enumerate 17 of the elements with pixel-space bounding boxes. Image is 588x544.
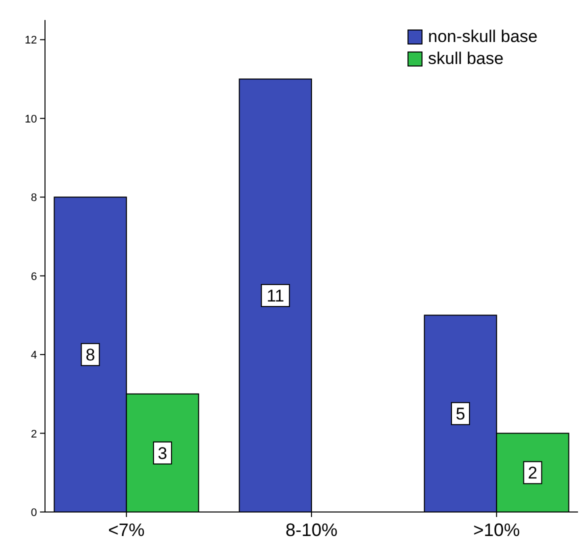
data-label: 8 bbox=[86, 346, 96, 365]
data-label: 2 bbox=[528, 464, 538, 483]
y-tick-label: 6 bbox=[30, 270, 37, 283]
y-tick-label: 12 bbox=[24, 34, 37, 47]
data-label: 3 bbox=[158, 444, 168, 463]
legend-label: non-skull base bbox=[428, 27, 538, 46]
legend-label: skull base bbox=[428, 49, 504, 68]
y-tick-label: 0 bbox=[30, 507, 37, 519]
y-tick-label: 4 bbox=[30, 350, 37, 362]
y-tick-label: 10 bbox=[24, 113, 37, 126]
data-label: 5 bbox=[456, 404, 466, 424]
x-tick-label: 8-10% bbox=[285, 520, 338, 540]
x-tick-label: >10% bbox=[473, 520, 520, 540]
data-label: 11 bbox=[266, 286, 284, 306]
x-tick-label: <7% bbox=[108, 520, 145, 540]
y-tick-label: 8 bbox=[30, 192, 37, 204]
y-tick-label: 2 bbox=[30, 428, 37, 440]
